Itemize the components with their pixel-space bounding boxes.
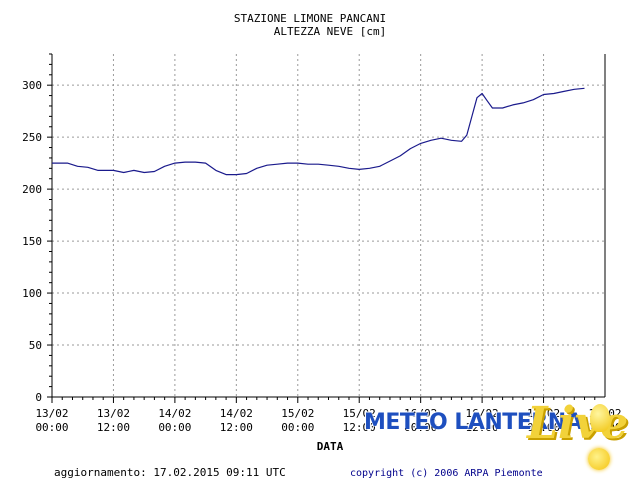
x-tick-label-time: 12:00 [343, 421, 376, 434]
y-tick-label: 200 [22, 183, 42, 196]
y-tick-label: 50 [29, 339, 42, 352]
series-line-snow-depth [52, 87, 585, 176]
y-tick-label: 250 [22, 131, 42, 144]
x-tick-label-date: 16/02 [404, 407, 437, 420]
grid [52, 54, 605, 397]
x-tick-label-date: 15/02 [281, 407, 314, 420]
y-tick-label: 150 [22, 235, 42, 248]
x-tick-label-time: 00:00 [527, 421, 560, 434]
x-tick-label-time: 12:00 [97, 421, 130, 434]
watermark-live: Live [527, 398, 629, 449]
copyright-text: copyright (c) 2006 ARPA Piemonte [350, 468, 543, 479]
x-tick-label-date: 14/02 [220, 407, 253, 420]
x-tick-label-time: 00:00 [35, 421, 68, 434]
x-axis-ticks: 13/0200:0013/0212:0014/0200:0014/0212:00… [35, 397, 622, 434]
lantern-bulb-icon [590, 404, 610, 432]
sun-icon [588, 448, 610, 470]
chart-title-line2: ALTEZZA NEVE [cm] [273, 25, 387, 38]
y-axis-ticks: 0 50 100 150 200 250 300 [22, 53, 52, 404]
x-tick-label-time: 00:00 [404, 421, 437, 434]
x-tick-label-time: 00:00 [158, 421, 191, 434]
x-tick-label-date: 16/02 [466, 407, 499, 420]
x-tick-label-time: 00:00 [281, 421, 314, 434]
x-tick-label-date: 13/02 [97, 407, 130, 420]
x-tick-label-date: 15/02 [343, 407, 376, 420]
x-tick-label-date: 13/02 [35, 407, 68, 420]
x-tick-label-date: 17/02 [527, 407, 560, 420]
update-timestamp: aggiornamento: 17.02.2015 09:11 UTC [54, 466, 286, 479]
watermark-brand: METEO LANTERNA [364, 410, 583, 435]
axes [51, 54, 606, 398]
y-tick-label: 100 [22, 287, 42, 300]
x-tick-label-date: 14/02 [158, 407, 191, 420]
x-tick-label-time: 12:00 [220, 421, 253, 434]
series-layer [52, 87, 585, 176]
chart-title-line1: STAZIONE LIMONE PANCANI [233, 12, 387, 25]
x-axis-label: DATA [316, 440, 344, 453]
x-tick-label-time: 12:00 [466, 421, 499, 434]
y-tick-label: 300 [22, 79, 42, 92]
y-tick-label: 0 [35, 391, 42, 404]
